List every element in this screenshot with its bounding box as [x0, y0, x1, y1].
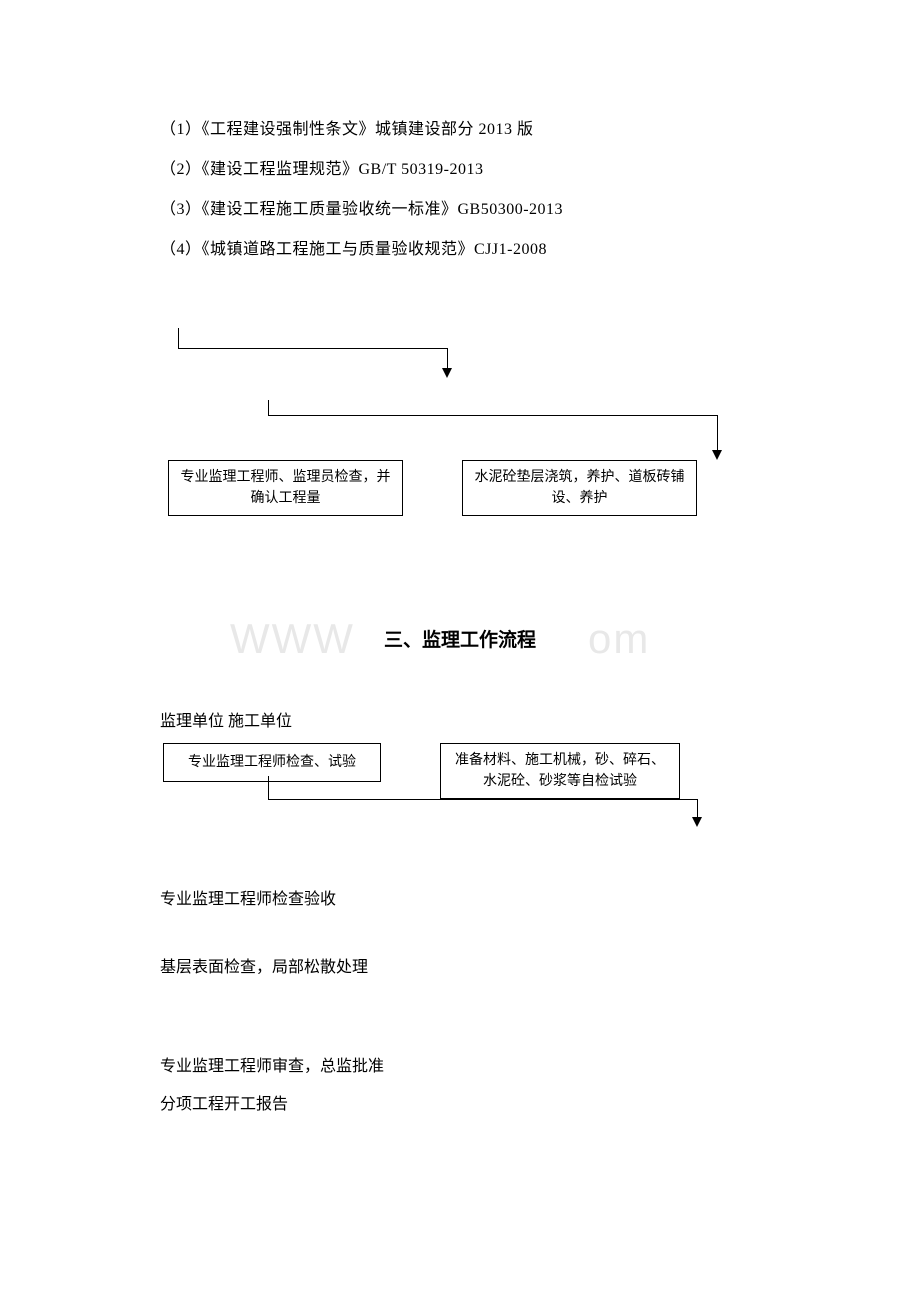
watermark-text: om: [588, 615, 650, 663]
paragraph-3: 专业监理工程师审查，总监批准: [160, 1048, 760, 1086]
sub-heading: 监理单位 施工单位: [160, 707, 760, 731]
list-item-1: （1）《工程建设强制性条文》城镇建设部分 2013 版: [160, 110, 760, 150]
paragraph-1: 专业监理工程师检查验收: [160, 881, 760, 919]
flowchart-2: 专业监理工程师检查、试验 准备材料、施工机械，砂、碎石、水泥砼、砂浆等自检试验: [160, 743, 780, 843]
flowchart-1: 专业监理工程师、监理员检查，并确认工程量 水泥砼垫层浇筑，养护、道板砖铺设、养护: [160, 300, 760, 530]
flow-box-left-2: 专业监理工程师检查、试验: [163, 743, 381, 782]
section-title: WWW 三、监理工作流程 om: [160, 625, 760, 652]
arrow-down-icon: [712, 450, 722, 460]
flow-line: [178, 348, 448, 349]
watermark-text: WWW: [230, 615, 355, 663]
paragraph-2: 基层表面检查，局部松散处理: [160, 949, 760, 987]
flow-box-right-2: 准备材料、施工机械，砂、碎石、水泥砼、砂浆等自检试验: [440, 743, 680, 799]
flow-box-right: 水泥砼垫层浇筑，养护、道板砖铺设、养护: [462, 460, 697, 516]
flow-box-left: 专业监理工程师、监理员检查，并确认工程量: [168, 460, 403, 516]
flow-line: [178, 328, 179, 348]
section-title-text: 三、监理工作流程: [384, 630, 536, 651]
list-item-3: （3）《建设工程施工质量验收统一标准》GB50300-2013: [160, 190, 760, 230]
arrow-down-icon: [442, 368, 452, 378]
flow-line: [447, 348, 448, 370]
flow-line: [697, 799, 698, 819]
flow-line: [717, 415, 718, 453]
list-item-2: （2）《建设工程监理规范》GB/T 50319-2013: [160, 150, 760, 190]
flow-line: [268, 400, 269, 415]
flow-line: [268, 415, 718, 416]
list-item-4: （4）《城镇道路工程施工与质量验收规范》CJJ1-2008: [160, 230, 760, 270]
arrow-down-icon: [692, 817, 702, 827]
paragraph-4: 分项工程开工报告: [160, 1086, 760, 1124]
flow-line: [268, 799, 698, 800]
flow-line: [268, 776, 269, 799]
